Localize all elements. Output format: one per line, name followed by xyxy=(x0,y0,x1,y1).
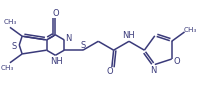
Text: CH₃: CH₃ xyxy=(0,65,14,71)
Text: CH₃: CH₃ xyxy=(3,19,17,25)
Text: N: N xyxy=(65,34,72,43)
Text: O: O xyxy=(52,9,59,18)
Text: CH₃: CH₃ xyxy=(184,27,197,33)
Text: N: N xyxy=(151,66,157,75)
Text: S: S xyxy=(12,42,17,51)
Text: O: O xyxy=(106,67,113,76)
Text: O: O xyxy=(173,58,180,67)
Text: S: S xyxy=(80,41,86,50)
Text: NH: NH xyxy=(122,31,134,40)
Text: NH: NH xyxy=(50,57,63,66)
